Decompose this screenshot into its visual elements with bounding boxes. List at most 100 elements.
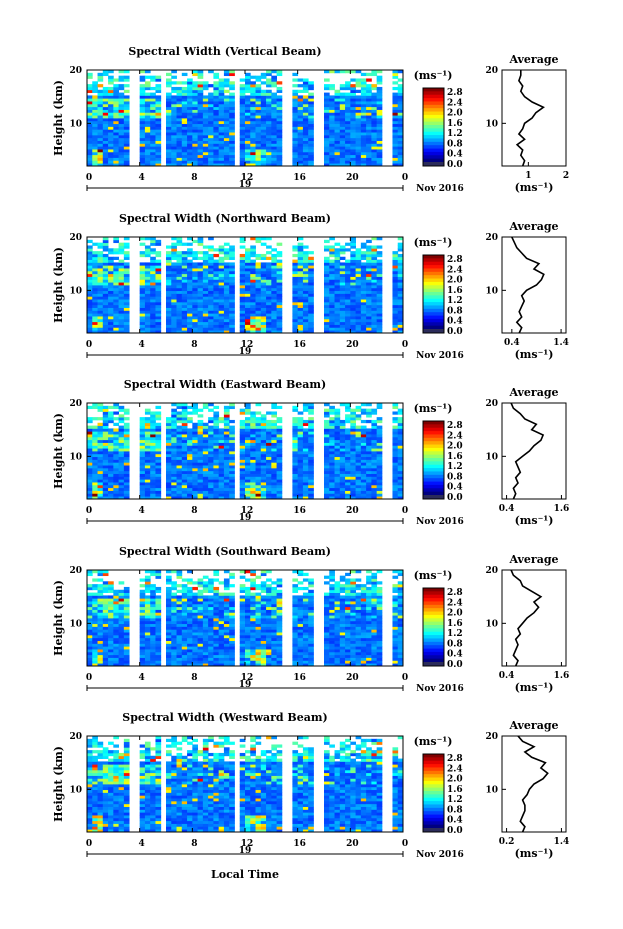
heatmap-cell xyxy=(197,453,204,458)
heatmap-cell xyxy=(371,118,378,122)
heatmap-cell xyxy=(266,95,272,99)
heatmap-cell xyxy=(118,106,125,110)
heatmap-cell xyxy=(324,112,330,116)
heatmap-cell xyxy=(113,634,119,639)
heatmap-cell xyxy=(102,629,109,633)
heatmap-cell xyxy=(276,290,283,294)
heatmap-cell xyxy=(292,112,299,116)
heatmap-cell xyxy=(97,462,104,466)
heatmap-cell xyxy=(371,296,378,300)
heatmap-cell xyxy=(176,149,183,153)
heatmap-cell xyxy=(276,126,283,130)
heatmap-cell xyxy=(360,301,367,306)
heatmap-cell xyxy=(223,324,230,328)
heatmap-cell xyxy=(329,465,335,469)
heatmap-cell xyxy=(355,473,362,477)
heatmap-cell xyxy=(97,606,104,610)
heatmap-cell xyxy=(376,313,383,317)
heatmap-cell xyxy=(176,146,183,150)
heatmap-cell xyxy=(113,143,119,147)
heatmap-cell xyxy=(123,493,130,497)
heatmap-cell xyxy=(102,253,109,258)
heatmap-cell xyxy=(360,313,367,317)
heatmap-cell xyxy=(392,106,399,110)
heatmap-cell xyxy=(245,72,251,77)
heatmap-cell xyxy=(329,140,335,144)
heatmap-cell xyxy=(255,448,262,452)
heatmap-cell xyxy=(392,290,399,294)
heatmap-cell xyxy=(360,436,367,441)
heatmap-cell xyxy=(350,109,356,113)
heatmap-cell xyxy=(245,89,251,93)
heatmap-cell xyxy=(166,72,172,77)
colorbar-tick-label: 0.0 xyxy=(447,493,463,503)
heatmap-cell xyxy=(208,160,214,164)
colorbar-segment xyxy=(423,437,444,442)
heatmap-cell xyxy=(92,98,98,102)
heatmap-cell xyxy=(360,123,367,127)
heatmap-cell xyxy=(339,476,346,480)
heatmap-cell xyxy=(171,118,177,122)
heatmap-cell xyxy=(360,476,367,480)
colorbar-tick-label: 1.6 xyxy=(447,286,463,296)
heatmap-cell xyxy=(87,157,93,161)
heatmap-cell xyxy=(276,137,283,141)
heatmap-cell xyxy=(113,403,119,407)
heatmap-cell xyxy=(376,140,383,144)
heatmap-cell xyxy=(255,310,262,314)
heatmap-cell xyxy=(155,301,162,306)
heatmap-cell xyxy=(223,479,230,483)
heatmap-cell xyxy=(345,123,351,127)
heatmap-cell xyxy=(92,470,98,474)
heatmap-cell xyxy=(250,248,256,252)
heatmap-cell xyxy=(97,651,104,656)
heatmap-cell xyxy=(266,157,272,161)
heatmap-cell xyxy=(144,296,151,300)
heatmap-cell xyxy=(197,321,204,325)
heatmap-cell xyxy=(97,632,104,636)
heatmap-cell xyxy=(355,163,362,167)
heatmap-cell xyxy=(397,408,404,412)
heatmap-cell xyxy=(213,453,220,458)
heatmap-cell xyxy=(245,408,251,412)
heatmap-cell xyxy=(150,470,156,474)
heatmap-cell xyxy=(92,296,98,300)
heatmap-cell xyxy=(87,603,93,608)
heatmap-cell xyxy=(171,456,177,460)
heatmap-cell xyxy=(108,318,114,323)
average-x-label: (ms⁻¹) xyxy=(515,514,554,527)
heatmap-cell xyxy=(366,123,372,127)
colorbar-segment xyxy=(423,138,444,143)
heatmap-cell xyxy=(297,285,304,289)
heatmap-cell xyxy=(350,436,356,441)
heatmap-cell xyxy=(123,473,130,477)
heatmap-cell xyxy=(376,479,383,483)
heatmap-cell xyxy=(308,459,314,463)
heatmap-cell xyxy=(176,318,183,323)
heatmap-cell xyxy=(192,276,198,280)
heatmap-cell xyxy=(350,137,356,141)
heatmap-cell xyxy=(123,324,130,328)
heatmap-cell xyxy=(181,301,188,306)
heatmap-cell xyxy=(271,98,277,102)
heatmap-cell xyxy=(292,109,299,113)
heatmap-cell xyxy=(166,106,172,110)
heatmap-cell xyxy=(397,245,404,249)
x-tick-label: 4 xyxy=(139,173,145,183)
heatmap-cell xyxy=(213,282,220,286)
heatmap-cell xyxy=(123,496,130,500)
heatmap-cell xyxy=(208,310,214,314)
heatmap-cell xyxy=(176,134,183,139)
heatmap-cell xyxy=(308,456,314,460)
heatmap-cell xyxy=(329,422,335,426)
heatmap-cell xyxy=(397,259,404,263)
heatmap-cell xyxy=(123,245,130,249)
heatmap-cell xyxy=(297,245,304,249)
heatmap-cell xyxy=(292,279,299,283)
heatmap-cell xyxy=(250,414,256,418)
heatmap-cell xyxy=(192,253,198,258)
heatmap-cell xyxy=(250,476,256,480)
heatmap-cell xyxy=(123,268,130,272)
heatmap-cell xyxy=(260,470,267,474)
heatmap-cell xyxy=(144,265,151,269)
